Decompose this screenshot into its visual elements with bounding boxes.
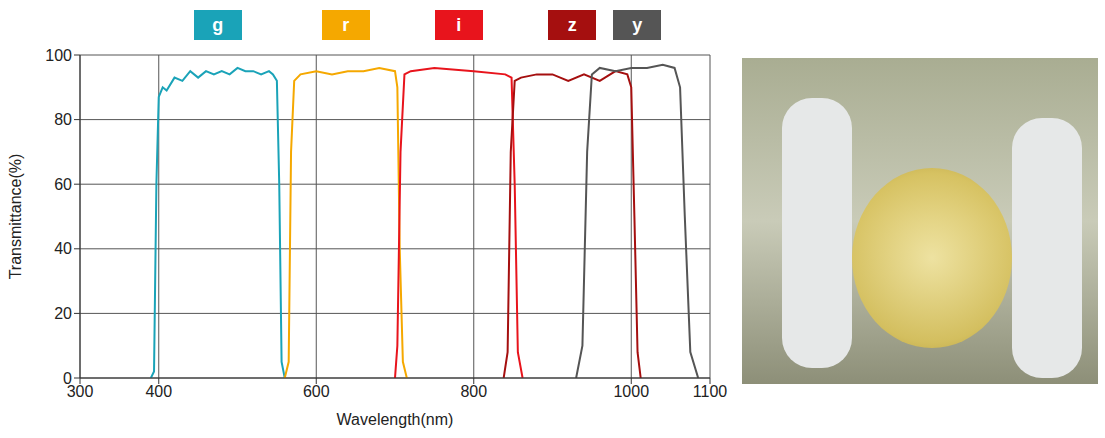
html-text:y: y	[632, 15, 643, 35]
svg-text:1000: 1000	[613, 383, 649, 400]
svg-text:60: 60	[54, 176, 72, 193]
svg-text:100: 100	[45, 47, 72, 64]
html-text:r: r	[342, 15, 350, 35]
html-text:z: z	[567, 15, 577, 35]
svg-text:300: 300	[66, 383, 94, 401]
svg-text:Transmittance(%): Transmittance(%)	[7, 154, 24, 280]
svg-text:1100: 1100	[693, 383, 728, 400]
svg-text:20: 20	[54, 305, 72, 322]
svg-text:Wavelength(nm): Wavelength(nm)	[337, 411, 454, 428]
html-text:i: i	[456, 15, 462, 35]
svg-text:400: 400	[145, 383, 172, 400]
svg-text:80: 80	[54, 111, 72, 128]
html-text:g: g	[212, 15, 224, 35]
svg-text:0: 0	[63, 370, 72, 387]
svg-text:600: 600	[303, 383, 330, 400]
svg-text:800: 800	[460, 383, 487, 400]
svg-text:40: 40	[54, 240, 72, 257]
